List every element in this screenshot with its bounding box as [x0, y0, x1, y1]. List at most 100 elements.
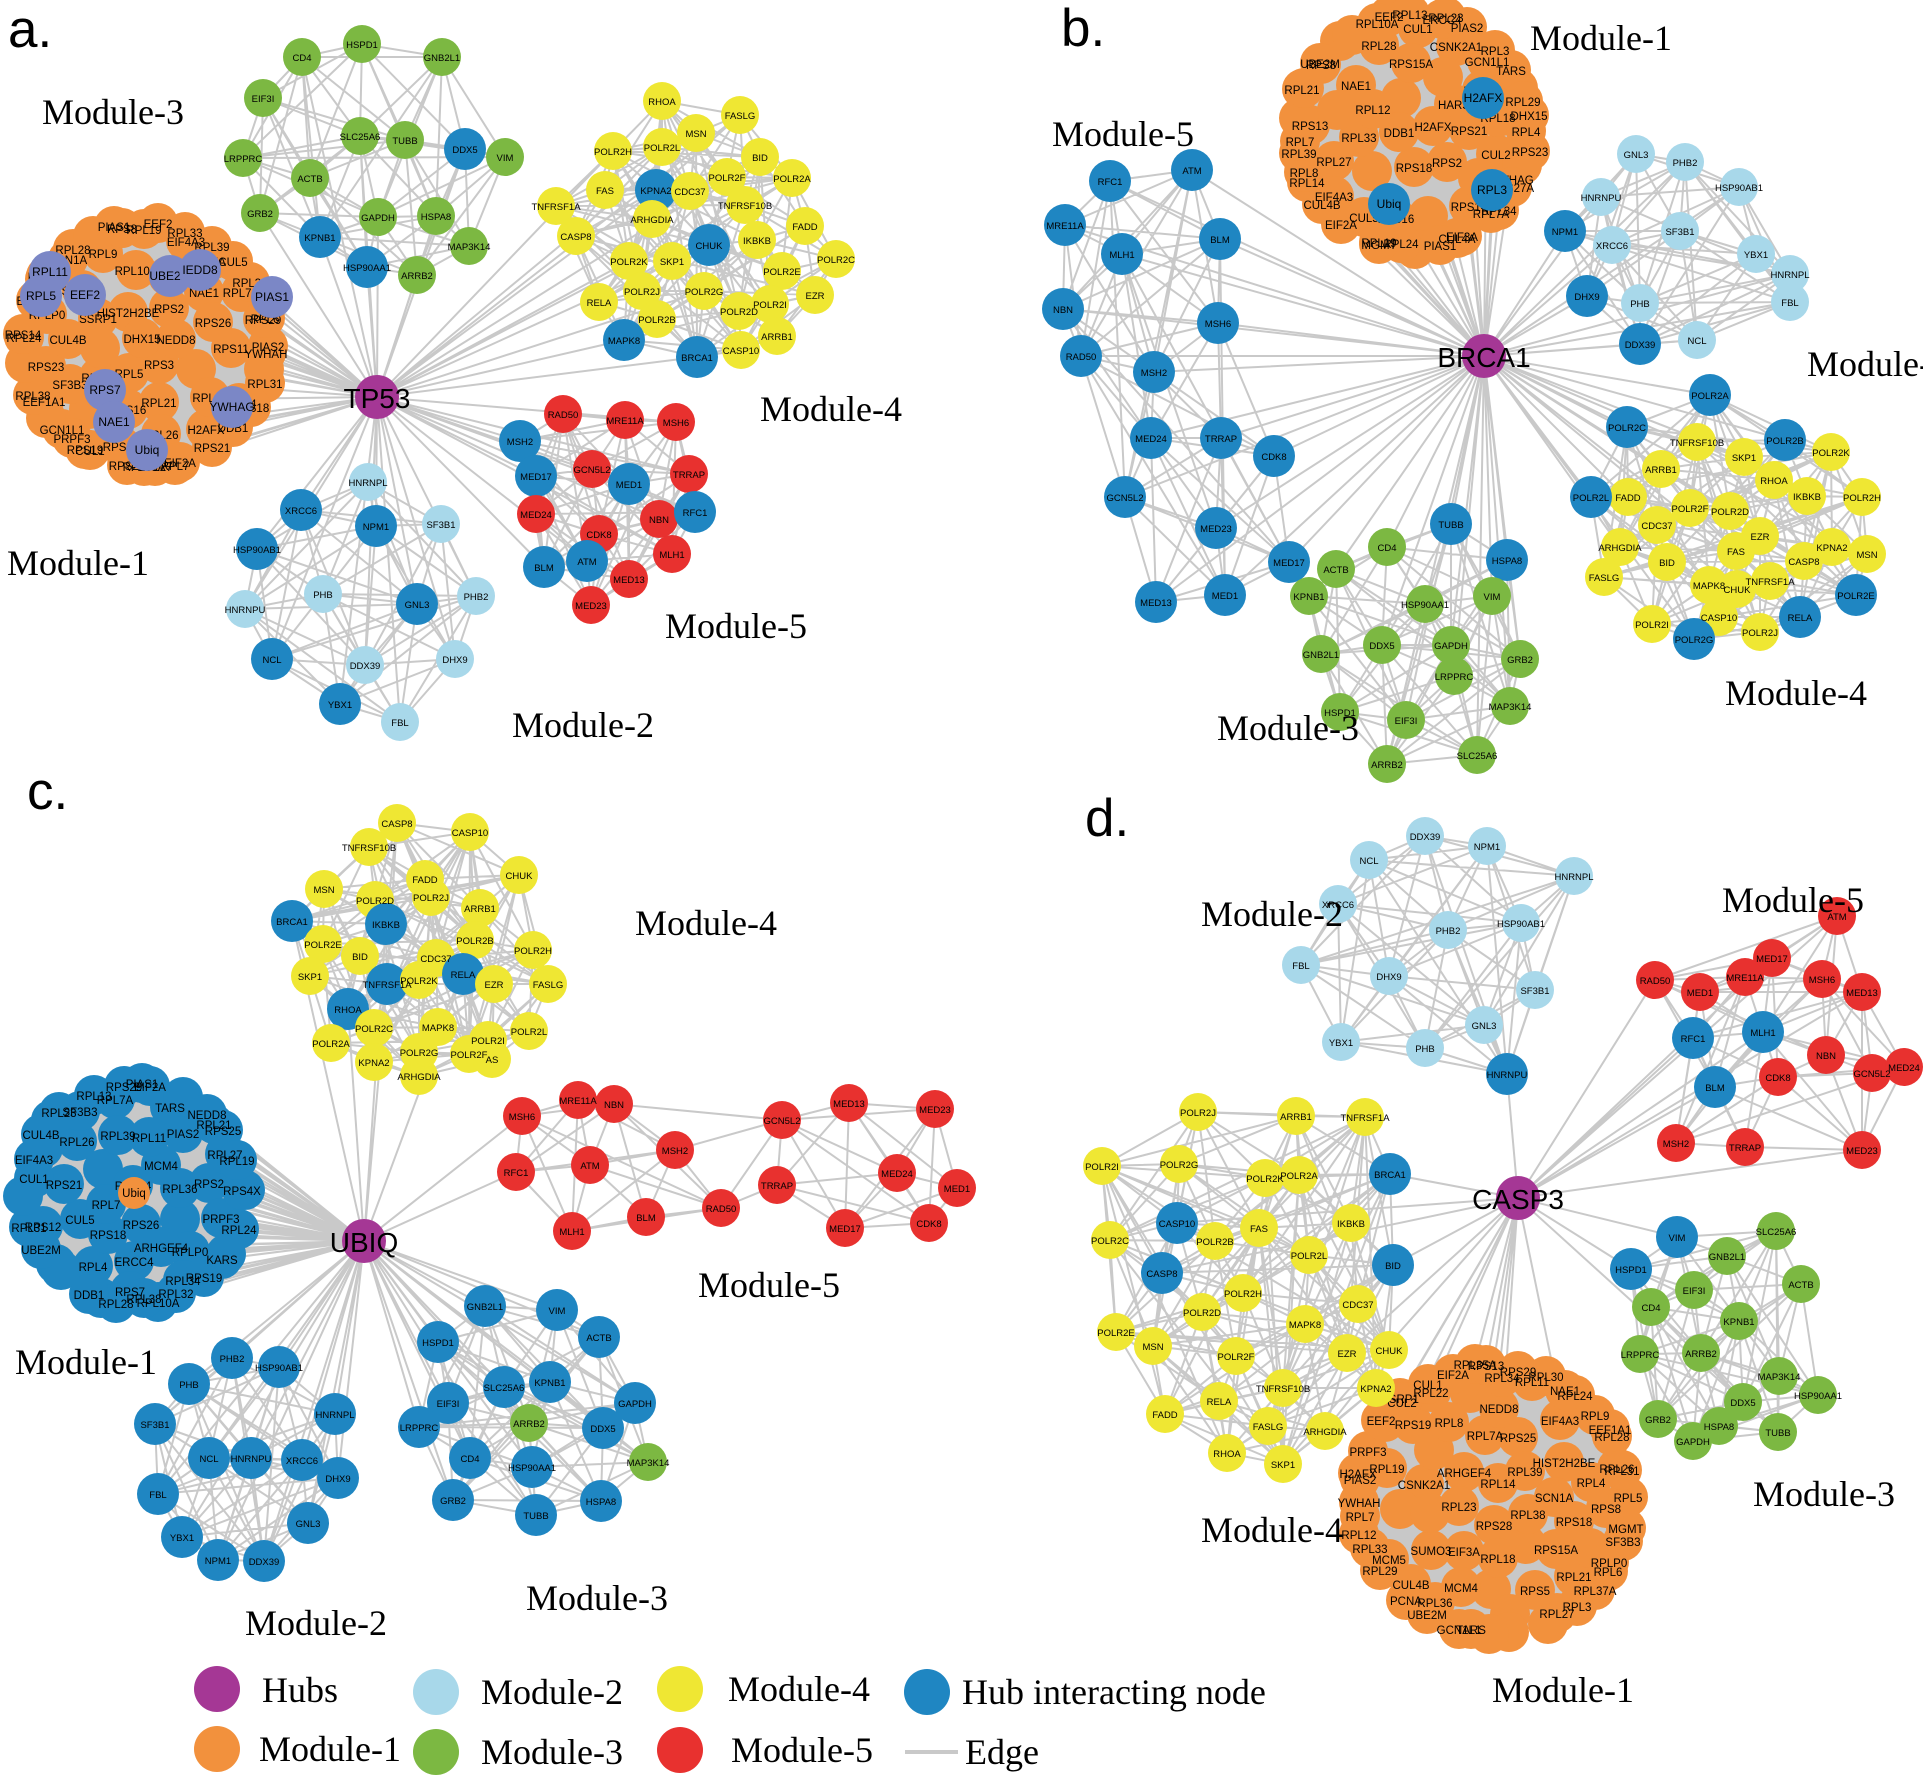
svg-text:DHX9: DHX9 — [325, 1474, 350, 1485]
svg-text:TARS: TARS — [1496, 66, 1526, 78]
svg-text:ATM: ATM — [580, 1161, 599, 1172]
svg-text:MED24: MED24 — [520, 510, 552, 521]
svg-text:TRRAP: TRRAP — [761, 1181, 793, 1192]
svg-text:RPL34: RPL34 — [165, 1276, 201, 1288]
svg-text:HSP90AB1: HSP90AB1 — [1497, 919, 1545, 930]
svg-text:DDB1: DDB1 — [74, 1290, 105, 1302]
svg-text:HNRNPU: HNRNPU — [1581, 193, 1622, 204]
svg-text:GAPDH: GAPDH — [618, 1399, 652, 1410]
svg-text:POLR2F: POLR2F — [709, 173, 746, 184]
svg-text:MED13: MED13 — [833, 1099, 865, 1110]
svg-text:RPL14: RPL14 — [1289, 178, 1325, 190]
svg-text:TP53: TP53 — [344, 383, 411, 414]
svg-text:GNL3: GNL3 — [405, 600, 430, 611]
svg-text:RAD50: RAD50 — [1640, 976, 1671, 987]
svg-text:Module-4: Module-4 — [1725, 673, 1867, 713]
svg-text:XRCC6: XRCC6 — [1322, 900, 1354, 911]
svg-text:EIF2A: EIF2A — [1437, 1370, 1469, 1382]
svg-text:Hubs: Hubs — [262, 1670, 338, 1710]
svg-text:EZR: EZR — [806, 291, 825, 302]
svg-text:HSPA8: HSPA8 — [586, 1497, 616, 1508]
svg-text:POLR2G: POLR2G — [1160, 1160, 1199, 1171]
svg-text:MED23: MED23 — [1200, 524, 1232, 535]
svg-text:CASP8: CASP8 — [560, 232, 591, 243]
svg-text:HNRNPL: HNRNPL — [348, 478, 387, 489]
svg-text:POLR2E: POLR2E — [1097, 1328, 1135, 1339]
svg-text:POLR2G: POLR2G — [685, 287, 724, 298]
svg-text:SKP1: SKP1 — [298, 972, 322, 983]
svg-text:Module-5: Module-5 — [1052, 114, 1194, 154]
svg-text:MSN: MSN — [1856, 550, 1877, 561]
svg-text:RFC1: RFC1 — [1681, 1034, 1706, 1045]
svg-text:BID: BID — [1659, 558, 1675, 569]
svg-text:TRRAP: TRRAP — [1205, 434, 1237, 445]
svg-text:ARRB2: ARRB2 — [1371, 760, 1403, 771]
svg-text:RPL12: RPL12 — [1341, 1530, 1376, 1542]
svg-text:BLM: BLM — [636, 1213, 656, 1224]
svg-text:GAPDH: GAPDH — [1434, 641, 1468, 652]
svg-text:POLR2L: POLR2L — [511, 1027, 547, 1038]
svg-text:MAP3K14: MAP3K14 — [1489, 702, 1532, 713]
svg-text:CHUK: CHUK — [1724, 585, 1752, 596]
svg-text:POLR2B: POLR2B — [456, 936, 494, 947]
svg-text:DHX9: DHX9 — [1376, 972, 1401, 983]
svg-text:RPL9: RPL9 — [1581, 1411, 1610, 1423]
svg-text:Module-2: Module-2 — [245, 1603, 387, 1643]
svg-text:RPL35A: RPL35A — [1454, 1360, 1497, 1372]
svg-text:RPL38: RPL38 — [1510, 1510, 1545, 1522]
svg-text:POLR2K: POLR2K — [610, 257, 648, 268]
svg-text:Module-2: Module-2 — [1807, 344, 1923, 384]
svg-text:MSH2: MSH2 — [1663, 1139, 1689, 1150]
svg-text:ATM: ATM — [577, 557, 596, 568]
svg-text:KPNA2: KPNA2 — [1816, 543, 1847, 554]
svg-text:PIAS1: PIAS1 — [1424, 241, 1457, 253]
svg-text:HSP90AA1: HSP90AA1 — [1401, 600, 1449, 611]
svg-text:RPL19: RPL19 — [1361, 238, 1396, 250]
svg-text:CUL4B: CUL4B — [1303, 200, 1340, 212]
svg-text:POLR2B: POLR2B — [1196, 1237, 1234, 1248]
svg-text:RPS2: RPS2 — [194, 1179, 224, 1191]
svg-text:RPL36: RPL36 — [162, 1184, 197, 1196]
svg-text:POLR2H: POLR2H — [1224, 1289, 1262, 1300]
svg-text:PCNA: PCNA — [1390, 1596, 1422, 1608]
svg-text:MSH2: MSH2 — [1141, 368, 1167, 379]
svg-text:ERCC4: ERCC4 — [115, 1257, 155, 1269]
svg-text:CDC37: CDC37 — [1342, 1300, 1373, 1311]
svg-text:NCL: NCL — [1687, 336, 1706, 347]
svg-text:POLR2J: POLR2J — [1180, 1108, 1216, 1119]
svg-text:CUL1: CUL1 — [1403, 24, 1432, 36]
svg-text:FASLG: FASLG — [533, 980, 564, 991]
svg-text:TUBB: TUBB — [523, 1511, 548, 1522]
svg-text:FBL: FBL — [391, 718, 408, 729]
svg-text:MAPK8: MAPK8 — [422, 1023, 454, 1034]
svg-text:MED13: MED13 — [1140, 598, 1172, 609]
svg-text:ARRB2: ARRB2 — [1685, 1349, 1717, 1360]
svg-text:TNFRSF10B: TNFRSF10B — [342, 843, 396, 854]
svg-text:RPS21: RPS21 — [1451, 126, 1487, 138]
svg-text:GCN5L2: GCN5L2 — [1107, 493, 1144, 504]
svg-text:RFC1: RFC1 — [1098, 177, 1123, 188]
svg-text:HNRNPL: HNRNPL — [1554, 872, 1593, 883]
svg-text:FBL: FBL — [1781, 298, 1798, 309]
svg-text:SF3B1: SF3B1 — [426, 520, 455, 531]
svg-text:TARS: TARS — [1456, 1625, 1486, 1637]
svg-text:RPL28: RPL28 — [1594, 1432, 1629, 1444]
svg-text:CUL1: CUL1 — [1413, 1380, 1442, 1392]
svg-text:TUBB: TUBB — [1765, 1428, 1790, 1439]
svg-text:RPS29: RPS29 — [106, 1082, 142, 1094]
svg-text:RPL26: RPL26 — [59, 1137, 94, 1149]
svg-text:CUL4B: CUL4B — [49, 335, 86, 347]
svg-text:HNRNPU: HNRNPU — [1487, 1070, 1528, 1081]
svg-text:Module-2: Module-2 — [481, 1672, 623, 1712]
svg-text:MAPK8: MAPK8 — [1289, 1320, 1321, 1331]
svg-text:RPS25: RPS25 — [1500, 1433, 1536, 1445]
svg-text:MED1: MED1 — [1687, 988, 1713, 999]
svg-text:HSPA8: HSPA8 — [1492, 556, 1522, 567]
svg-text:GCN5L2: GCN5L2 — [574, 465, 611, 476]
svg-text:RPS23: RPS23 — [1512, 147, 1548, 159]
svg-text:POLR2E: POLR2E — [1837, 591, 1875, 602]
svg-text:LRPPRC: LRPPRC — [1621, 1350, 1660, 1361]
svg-text:RPL33: RPL33 — [1341, 133, 1376, 145]
svg-text:RPL3: RPL3 — [1563, 1602, 1592, 1614]
svg-text:GNL3: GNL3 — [1624, 150, 1649, 161]
